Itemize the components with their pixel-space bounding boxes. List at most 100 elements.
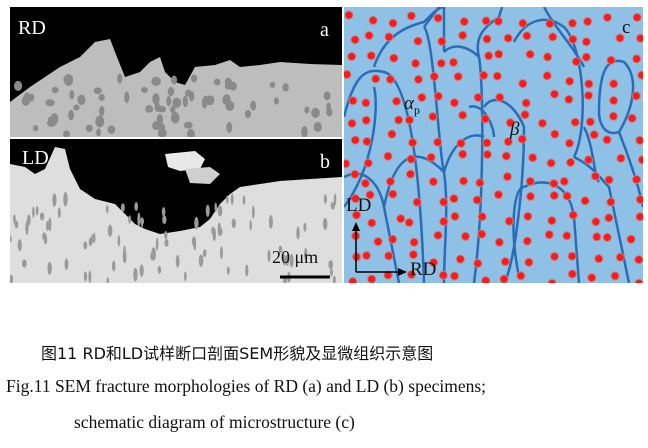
alpha-particle [504, 216, 514, 226]
alpha-particle [83, 271, 88, 282]
alpha-particle [63, 76, 69, 83]
alpha-particle [581, 52, 591, 62]
alpha-particle [594, 254, 604, 264]
alpha-particle [96, 128, 101, 137]
alpha-particle [550, 129, 560, 139]
alpha-particle [122, 250, 127, 264]
alpha-particle [107, 224, 113, 237]
alpha-particle [52, 193, 57, 207]
alpha-particle [23, 92, 31, 105]
alpha-particle [384, 32, 394, 42]
alpha-particle [494, 49, 504, 59]
alpha-particle [521, 98, 531, 108]
alpha-particle [170, 105, 176, 114]
alpha-particle [494, 237, 504, 247]
alpha-particle [518, 79, 528, 89]
alpha-particle [69, 89, 75, 100]
alpha-particle [632, 174, 642, 184]
alpha-particle [604, 213, 614, 223]
alpha-particle [360, 178, 370, 188]
alpha-particle [344, 159, 351, 169]
alpha-particle [205, 204, 210, 217]
alpha-particle [413, 74, 423, 84]
axis-rd-label: RD [410, 259, 437, 280]
alpha-particle [589, 130, 599, 140]
alpha-particle [584, 155, 594, 165]
alpha-particle [140, 217, 145, 225]
alpha-particle [482, 138, 492, 148]
alpha-particle [482, 149, 492, 159]
alpha-particle [450, 211, 460, 221]
alpha-particle [525, 191, 535, 201]
alpha-particle [429, 258, 439, 268]
alpha-particle [350, 35, 360, 45]
alpha-particle [438, 270, 448, 280]
alpha-particle [47, 261, 52, 275]
alpha-particle [77, 94, 86, 106]
alpha-particle [523, 211, 533, 221]
alpha-particle [522, 236, 532, 246]
alpha-particle [458, 30, 468, 40]
alpha-particle [429, 71, 439, 81]
sem-image-rd: RD a [10, 7, 342, 137]
alpha-particle [407, 270, 417, 280]
alpha-particle [492, 71, 502, 81]
alpha-phase-label: αp [404, 93, 420, 117]
alpha-particle [518, 18, 528, 28]
alpha-particle [244, 109, 252, 119]
alpha-particle [501, 151, 511, 161]
grain-schematic-graphic [344, 7, 643, 283]
alpha-particle [635, 195, 643, 205]
alpha-particle [42, 232, 47, 241]
alpha-particle [544, 230, 554, 240]
alpha-particle [91, 234, 94, 243]
alpha-particle [156, 105, 167, 113]
alpha-particle [388, 18, 398, 28]
alpha-particle [387, 129, 397, 139]
alpha-particle [481, 276, 491, 283]
alpha-particle [50, 113, 59, 125]
alpha-particle [362, 251, 372, 261]
alpha-particle [14, 220, 19, 229]
alpha-particle [145, 105, 154, 113]
alpha-particle [479, 70, 489, 80]
panel-letter: c [622, 17, 631, 38]
alpha-particle [503, 137, 513, 147]
alpha-particle [524, 257, 534, 267]
alpha-particle [363, 158, 373, 168]
alpha-particle [388, 234, 398, 244]
alpha-particle [547, 278, 557, 283]
alpha-particle [453, 72, 463, 82]
sem-image-ld: LD b 20 μm [10, 139, 342, 283]
alpha-particle [68, 109, 75, 121]
alpha-particle [437, 36, 447, 46]
alpha-particle [269, 81, 276, 88]
alpha-particle [602, 135, 612, 145]
alpha-particle [404, 218, 414, 228]
sem-fracture-rd-graphic [10, 39, 342, 137]
alpha-particle [392, 96, 402, 106]
alpha-particle [409, 237, 419, 247]
alpha-particle [63, 192, 68, 207]
alpha-particle [459, 176, 469, 186]
alpha-particle [570, 117, 580, 127]
alpha-particle [455, 254, 465, 264]
alpha-particle [383, 270, 393, 280]
alpha-particle [448, 57, 458, 67]
alpha-particle [202, 249, 207, 258]
alpha-particle [124, 91, 130, 104]
alpha-particle [635, 135, 643, 145]
alpha-particle [73, 104, 80, 111]
alpha-particle [413, 36, 423, 46]
alpha-particle [39, 212, 45, 221]
alpha-particle [449, 98, 459, 108]
alpha-particle [92, 232, 96, 244]
alpha-particle [566, 157, 576, 167]
alpha-particle [161, 207, 166, 217]
alpha-particle [585, 117, 595, 127]
alpha-particle [21, 259, 27, 268]
alpha-particle [385, 177, 395, 187]
alpha-particle [170, 75, 178, 85]
alpha-particle [591, 217, 601, 227]
alpha-particle [581, 37, 591, 47]
